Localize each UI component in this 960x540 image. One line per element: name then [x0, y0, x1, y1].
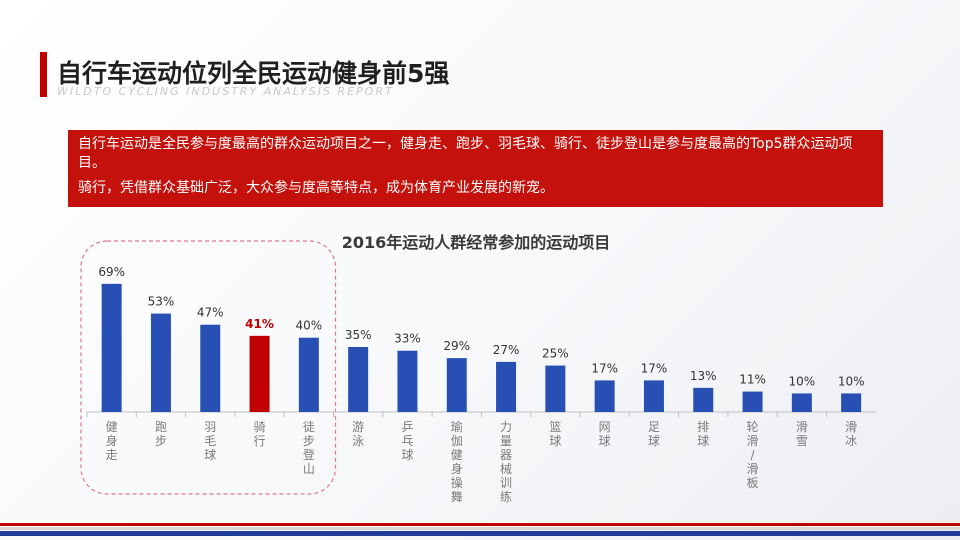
bar-value-label: 25% [542, 347, 569, 361]
page-title: 自行车运动位列全民运动健身前5强 [57, 59, 450, 88]
bar-value-label: 27% [493, 343, 520, 357]
category-label: 足球 [648, 420, 660, 448]
bar-value-label: 17% [641, 361, 668, 375]
bar-value-label: 11% [739, 373, 766, 387]
chart-title: 2016年运动人群经常参加的运动项目 [342, 233, 611, 252]
category-label: 健身走 [106, 420, 118, 462]
top5-highlight-box [80, 240, 337, 495]
category-label: 瑜伽健身操舞 [451, 419, 463, 504]
category-label: 骑行 [254, 420, 266, 448]
page-subtitle: WILDTO CYCLING INDUSTRY ANALYSIS REPORT [57, 85, 394, 98]
bar-value-label: 17% [591, 361, 618, 375]
category-label: 徒步登山 [303, 420, 315, 476]
footer-stripes [0, 520, 960, 540]
bar [446, 358, 467, 412]
bar-value-label: 10% [789, 374, 816, 388]
bar-value-label: 13% [690, 369, 717, 383]
category-label: 跑步 [155, 420, 167, 448]
bar [594, 380, 615, 412]
title-accent-bar [40, 52, 47, 97]
bar [496, 361, 517, 412]
category-label: 网球 [599, 420, 611, 448]
bar-value-label: 10% [838, 374, 865, 388]
bar [545, 365, 566, 412]
category-label: 轮滑/滑板 [747, 420, 759, 490]
bar [249, 335, 270, 412]
bar [643, 380, 664, 412]
bar [150, 313, 171, 412]
category-label: 滑雪 [796, 420, 808, 448]
bar [693, 387, 714, 412]
category-label: 滑冰 [845, 420, 857, 448]
bar [841, 393, 862, 412]
bar-value-label: 69% [98, 265, 125, 279]
info-paragraph-2: 骑行，凭借群众基础广泛，大众参与度高等特点，成为体育产业发展的新宠。 [78, 180, 554, 196]
bar [791, 393, 812, 412]
category-label: 排球 [697, 420, 709, 448]
bar-value-label: 40% [296, 319, 323, 333]
bar [348, 347, 369, 412]
bar-value-label: 53% [148, 295, 175, 309]
category-label: 游泳 [352, 420, 364, 448]
bar-value-label: 33% [394, 332, 421, 346]
footer-stripe-gray [0, 527, 960, 530]
bar [101, 283, 122, 412]
bar [200, 324, 221, 412]
bar [742, 391, 763, 412]
bar-value-label: 47% [197, 306, 224, 320]
category-label: 篮球 [549, 419, 561, 448]
info-paragraph-1: 自行车运动是全民参与度最高的群众运动项目之一，健身走、跑步、羽毛球、骑行、徒步登… [78, 136, 853, 171]
bar-value-label: 35% [345, 328, 372, 342]
category-label: 乒乓球 [401, 420, 413, 462]
bar [397, 350, 418, 412]
bar-value-label: 29% [443, 339, 470, 353]
bar-value-label: 41% [245, 317, 274, 331]
category-label: 力量器械训练 [500, 420, 512, 504]
category-label: 羽毛球 [204, 420, 216, 462]
footer-stripe-blue [0, 531, 960, 536]
footer-stripe-red [0, 523, 960, 526]
info-box: 自行车运动是全民参与度最高的群众运动项目之一，健身走、跑步、羽毛球、骑行、徒步登… [68, 130, 883, 207]
bar [298, 337, 319, 412]
